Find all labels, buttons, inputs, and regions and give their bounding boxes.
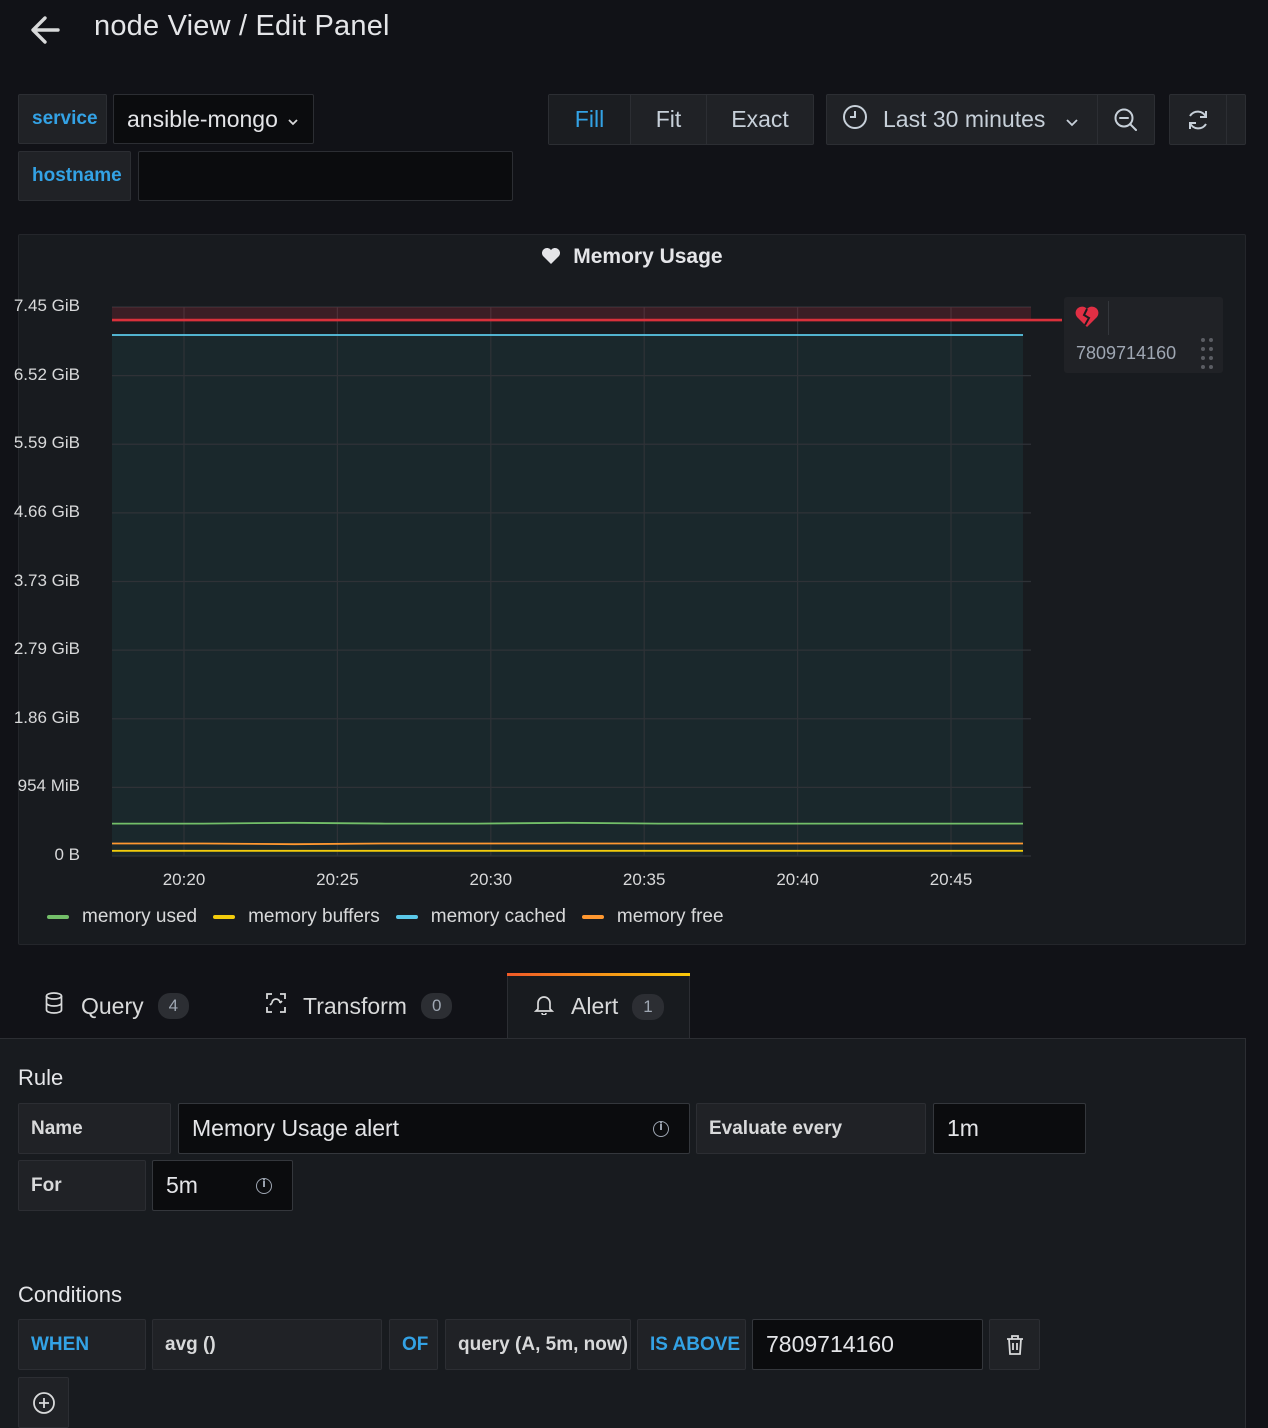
variable-input-hostname[interactable] (138, 151, 513, 201)
legend-item-memory-buffers[interactable]: memory buffers (213, 906, 380, 928)
editor-tabs: Query 4 Transform 0 Alert 1 (0, 970, 1268, 1039)
exact-button[interactable]: Exact (731, 106, 789, 132)
rule-heading: Rule (18, 1065, 64, 1090)
legend-swatch (213, 915, 236, 919)
fit-button[interactable]: Fit (631, 95, 707, 144)
database-icon (44, 992, 64, 1020)
tab-count: 4 (157, 993, 190, 1019)
legend-label: memory free (616, 906, 724, 927)
reducer-select[interactable]: avg () (152, 1319, 382, 1370)
time-range-button[interactable]: Last 30 minutes (827, 95, 1098, 144)
y-tick-label: 954 MiB (17, 776, 80, 796)
series-line-memory-free (112, 842, 1023, 846)
for-label: For (18, 1160, 146, 1211)
time-picker: Last 30 minutes (826, 94, 1155, 145)
tab-transform[interactable]: Transform 0 (264, 973, 453, 1039)
alert-state-badge[interactable]: 7809714160 (1064, 297, 1223, 373)
y-tick-label: 3.73 GiB (13, 570, 80, 590)
x-tick-label: 20:40 (776, 870, 819, 889)
y-tick-label: 6.52 GiB (13, 364, 80, 384)
tab-query[interactable]: Query 4 (44, 973, 190, 1039)
variable-value-service: ansible-mongo (127, 105, 278, 132)
alert-editor: Rule Name Memory Usage alert Evaluate ev… (0, 1038, 1246, 1428)
legend-label: memory used (82, 906, 198, 927)
tab-alert[interactable]: Alert 1 (507, 973, 690, 1039)
variable-select-service[interactable]: ansible-mongo (113, 94, 314, 144)
name-label: Name (18, 1103, 171, 1154)
legend-item-memory-cached[interactable]: memory cached (395, 906, 566, 928)
y-tick-label: 5.59 GiB (13, 433, 80, 453)
threshold-region (112, 307, 1031, 321)
cached-area-fill (112, 335, 1023, 856)
legend-swatch (581, 915, 604, 919)
query-select[interactable]: query (A, 5m, now) (445, 1319, 631, 1370)
name-input[interactable]: Memory Usage alert (178, 1103, 690, 1154)
badge-divider (1108, 301, 1109, 335)
name-input-value: Memory Usage alert (192, 1115, 400, 1141)
chart-plot (112, 306, 1062, 857)
trash-icon[interactable] (989, 1319, 1040, 1370)
legend-item-memory-free[interactable]: memory free (581, 906, 724, 928)
x-tick-label: 20:35 (622, 870, 666, 889)
variable-label-service: service (18, 94, 107, 144)
refresh-group (1169, 94, 1246, 145)
refresh-icon[interactable] (1170, 95, 1227, 144)
threshold-value: 7809714160 (1076, 343, 1177, 363)
tab-count: 0 (420, 993, 453, 1019)
refresh-interval-dropdown[interactable] (1227, 95, 1245, 144)
legend-label: memory cached (430, 906, 566, 927)
tab-label: Query (81, 992, 144, 1019)
chart-legend: memory used memory buffers memory cached… (47, 906, 740, 928)
y-tick-label: 2.79 GiB (13, 639, 80, 659)
back-arrow-icon[interactable] (26, 10, 66, 48)
transform-icon (264, 991, 288, 1021)
panel-title-text: Memory Usage (573, 245, 723, 268)
tab-label: Transform (303, 992, 407, 1019)
chevron-down-icon (1065, 106, 1079, 133)
legend-label: memory buffers (248, 906, 380, 927)
graph-panel: Memory Usage 7.45 GiB 6.52 GiB 5.59 GiB 4.6… (14, 234, 1246, 945)
broken-heart-icon (1074, 305, 1100, 334)
time-range-label: Last 30 minutes (883, 106, 1046, 132)
legend-swatch (47, 915, 69, 919)
panel-title: Memory Usage (19, 245, 1245, 271)
for-input-value: 5m (166, 1172, 198, 1198)
add-condition-icon[interactable] (18, 1377, 69, 1428)
x-tick-label: 20:20 (162, 870, 206, 889)
y-tick-label: 1.86 GiB (13, 707, 80, 727)
page-title: node View / Edit Panel (94, 10, 390, 42)
of-keyword: OF (389, 1319, 438, 1370)
y-tick-label: 4.66 GiB (13, 501, 80, 521)
evaluator-select[interactable]: IS ABOVE (637, 1319, 746, 1370)
x-tick-label: 20:30 (469, 870, 513, 889)
drag-handle-icon[interactable] (1200, 337, 1214, 374)
tab-label: Alert (571, 993, 619, 1019)
fill-button[interactable]: Fill (549, 95, 631, 144)
bell-icon (533, 993, 555, 1021)
x-tick-label: 20:25 (316, 870, 359, 889)
for-input[interactable]: 5m (152, 1160, 293, 1211)
legend-swatch (395, 915, 418, 919)
evaluate-every-label: Evaluate every (696, 1103, 926, 1154)
legend-item-memory-used[interactable]: memory used (47, 906, 197, 928)
y-tick-label: 7.45 GiB (13, 296, 80, 315)
when-keyword: WHEN (18, 1319, 146, 1370)
variable-label-hostname: hostname (18, 151, 131, 201)
info-icon[interactable] (256, 1177, 272, 1194)
series-line-memory-used (112, 821, 1023, 825)
clock-icon (842, 104, 868, 136)
tab-count: 1 (632, 993, 664, 1020)
heart-icon (541, 247, 561, 271)
chevron-down-icon (287, 106, 299, 133)
info-icon[interactable] (653, 1120, 669, 1137)
x-tick-label: 20:45 (929, 870, 973, 889)
view-mode-group: Fill Fit Exact (548, 94, 814, 145)
y-tick-label: 0 B (54, 845, 80, 864)
zoom-out-icon[interactable] (1098, 95, 1154, 144)
conditions-heading: Conditions (18, 1282, 122, 1307)
threshold-input[interactable]: 7809714160 (752, 1319, 983, 1370)
evaluate-every-input[interactable]: 1m (933, 1103, 1086, 1154)
top-bar: node View / Edit Panel (0, 0, 1268, 70)
